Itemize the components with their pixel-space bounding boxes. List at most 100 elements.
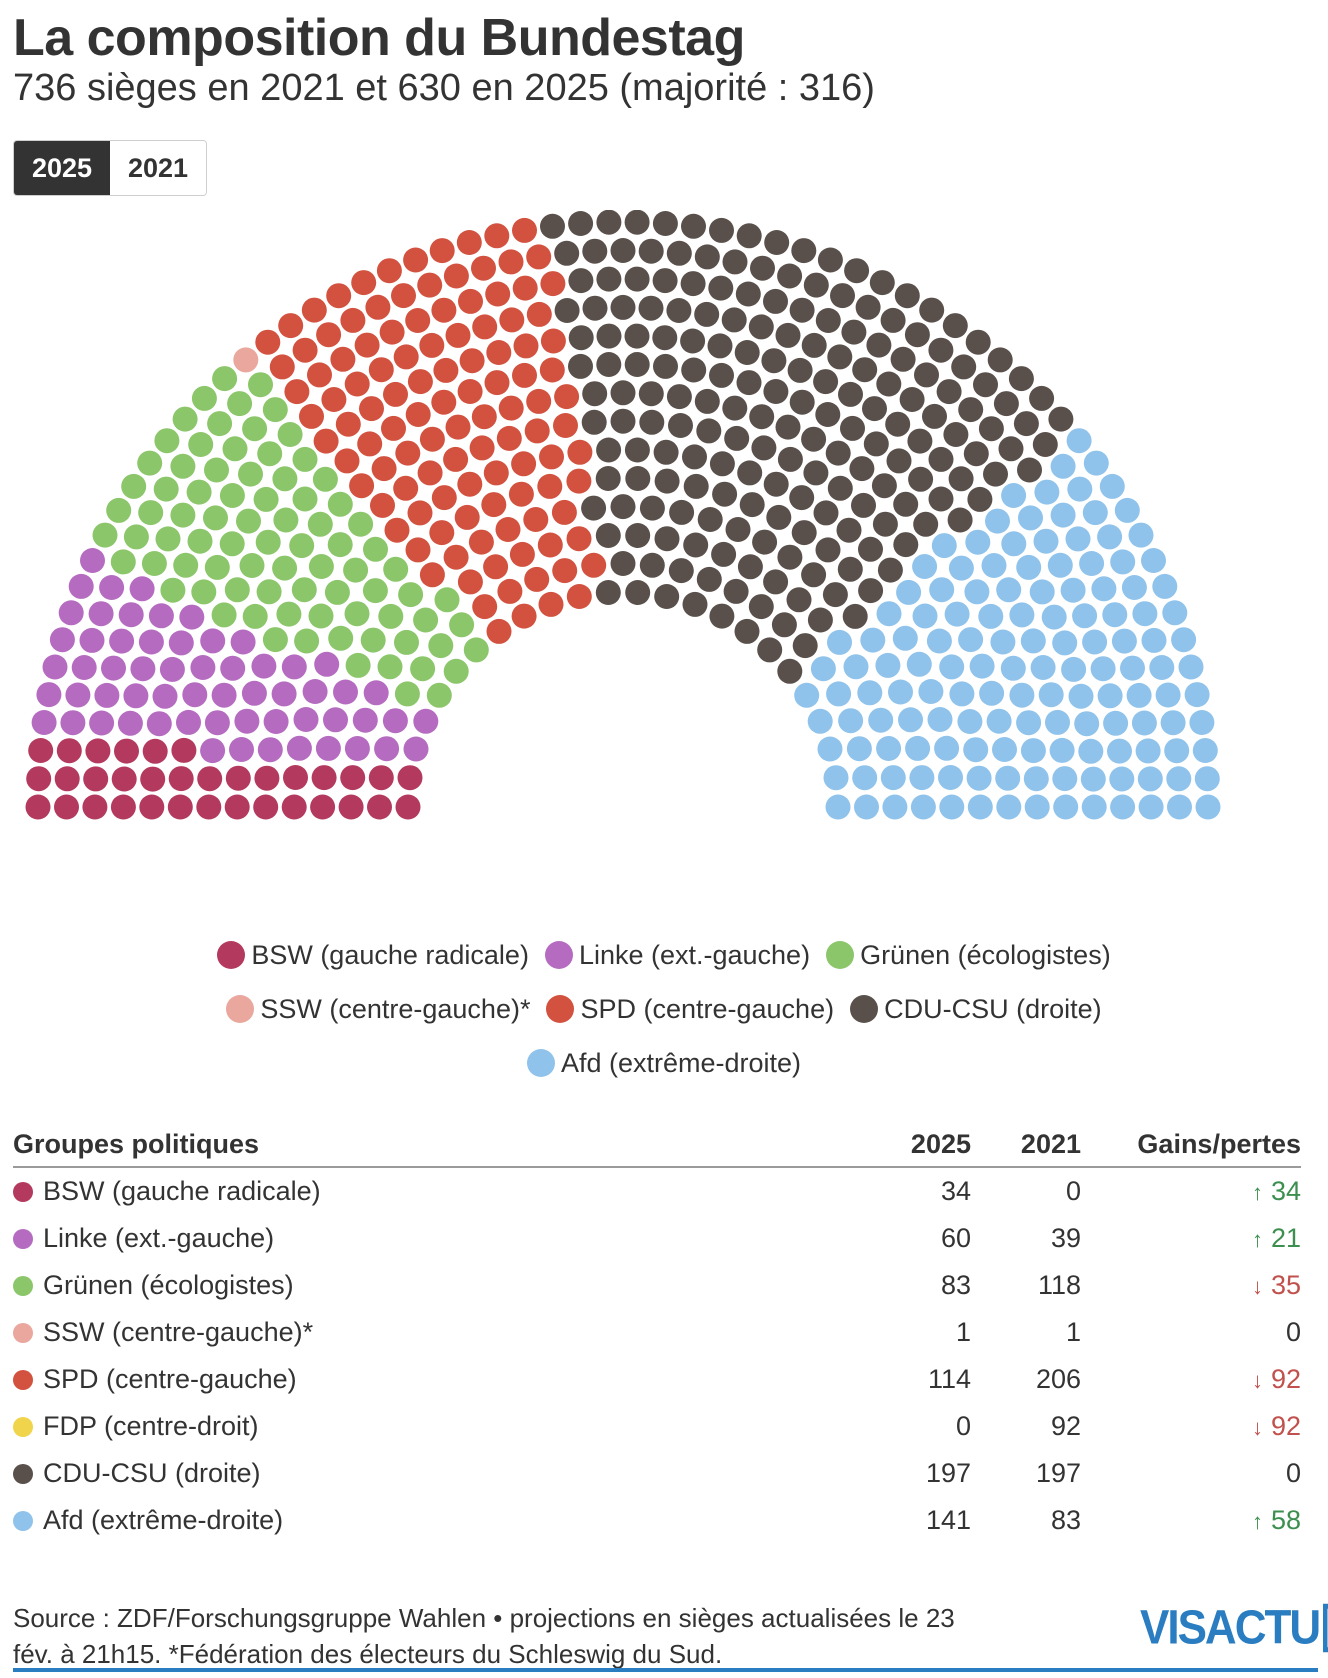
legend-dot-cdu: [850, 995, 879, 1023]
seat-cducsu: [841, 319, 867, 345]
seat-afd: [996, 794, 1022, 820]
seat-cducsu: [928, 446, 954, 472]
seat-linke: [271, 681, 297, 707]
legend-dot-ssw: [226, 995, 255, 1023]
seat-linke: [68, 573, 94, 599]
row-gain-value: 21: [1270, 1223, 1301, 1253]
seat-cducsu: [858, 536, 883, 562]
seat-spd: [538, 591, 564, 617]
seat-spd: [499, 307, 525, 333]
seat-spd: [469, 435, 495, 461]
seat-spd: [537, 532, 563, 558]
seat-cducsu: [736, 370, 762, 396]
seat-spd: [431, 389, 457, 415]
seat-spd: [472, 594, 498, 620]
seat-spd: [307, 362, 332, 388]
results-table: Groupes politiques 2025 2021 Gains/perte…: [13, 1122, 1301, 1544]
seat-afd: [1103, 710, 1129, 736]
seat-bsw: [283, 765, 308, 790]
seat-cducsu: [880, 307, 906, 333]
seat-bsw: [54, 766, 80, 792]
seat-afd: [1132, 601, 1158, 627]
seat-cducsu: [948, 466, 974, 492]
seat-spd: [255, 329, 281, 355]
seat-spd: [330, 346, 356, 372]
seat-afd: [1082, 629, 1108, 655]
seat-cducsu: [998, 436, 1024, 462]
seat-afd: [826, 681, 852, 707]
seat-cducsu: [807, 607, 833, 633]
seat-cducsu: [914, 362, 939, 388]
seat-bsw: [253, 794, 279, 820]
seat-linke: [363, 680, 389, 706]
seat-cducsu: [653, 353, 678, 379]
legend-label-spd: SPD (centre-gauche): [580, 994, 835, 1024]
seat-cducsu: [919, 297, 945, 323]
seat-grunen: [262, 627, 288, 653]
arrow-up-icon: ↑: [1251, 1509, 1263, 1534]
seat-grunen: [191, 385, 217, 411]
seat-afd: [1164, 738, 1190, 764]
seat-cducsu: [681, 213, 706, 239]
seat-ssw: [233, 347, 259, 373]
toggle-2025-button[interactable]: 2025: [14, 141, 110, 195]
row-seats-2025: 114: [927, 1364, 971, 1394]
seat-grunen: [219, 483, 245, 508]
seat-afd: [1060, 577, 1086, 603]
seat-cducsu: [876, 371, 902, 397]
seat-afd: [1080, 766, 1106, 792]
seat-cducsu: [836, 517, 862, 543]
seat-spd: [433, 357, 459, 383]
row-party-label: SPD (centre-gauche): [43, 1364, 297, 1394]
seat-spd: [370, 492, 395, 518]
seat-cducsu: [849, 456, 875, 482]
seat-cducsu: [893, 532, 919, 558]
seat-afd: [1009, 602, 1035, 628]
seat-spd: [429, 238, 455, 264]
seat-spd: [566, 468, 592, 494]
legend-item-cdu: CDU-CSU (droite): [850, 994, 1102, 1024]
seat-cducsu: [624, 210, 650, 235]
seat-cducsu: [775, 414, 801, 440]
row-seats-2021: 197: [1035, 1458, 1081, 1488]
toggle-2021-button[interactable]: 2021: [110, 141, 206, 195]
seat-spd: [486, 340, 512, 365]
seat-grunen: [463, 637, 489, 663]
seat-cducsu: [815, 308, 841, 333]
seat-afd: [912, 603, 938, 629]
seat-cducsu: [582, 381, 608, 407]
seat-cducsu: [625, 523, 651, 548]
row-seats-2025: 141: [925, 1505, 971, 1535]
seat-bsw: [111, 766, 137, 792]
seat-afd: [931, 533, 957, 559]
seat-cducsu: [885, 411, 911, 437]
seat-grunen: [307, 511, 333, 537]
seat-linke: [49, 627, 75, 653]
seat-afd: [1033, 528, 1059, 554]
row-gain-loss: ↑ 21: [1081, 1223, 1301, 1254]
row-party-name: BSW (gauche radicale): [13, 1176, 881, 1207]
seat-grunen: [312, 466, 338, 492]
seat-spd: [429, 520, 455, 546]
seat-grunen: [291, 577, 317, 603]
seat-linke: [230, 629, 256, 655]
seat-bsw: [110, 794, 136, 820]
legend-dot-spd: [546, 995, 575, 1023]
seat-spd: [443, 263, 469, 289]
seat-afd: [1192, 738, 1218, 763]
seat-afd: [1141, 548, 1166, 573]
arrow-up-icon: ↑: [1251, 1227, 1263, 1252]
table-row: SPD (centre-gauche) 114 206 ↓ 92: [13, 1356, 1301, 1403]
seat-spd: [483, 460, 509, 486]
seat-cducsu: [886, 448, 912, 474]
hemicycle-chart: [25, 210, 1221, 820]
seat-cducsu: [838, 381, 863, 407]
seat-afd: [1110, 794, 1136, 820]
seat-spd: [512, 217, 537, 243]
seat-grunen: [253, 486, 279, 512]
seat-spd: [407, 500, 433, 526]
seat-bsw: [167, 794, 193, 820]
seat-cducsu: [610, 238, 636, 263]
seat-cducsu: [877, 557, 903, 583]
seat-cducsu: [1048, 406, 1074, 432]
